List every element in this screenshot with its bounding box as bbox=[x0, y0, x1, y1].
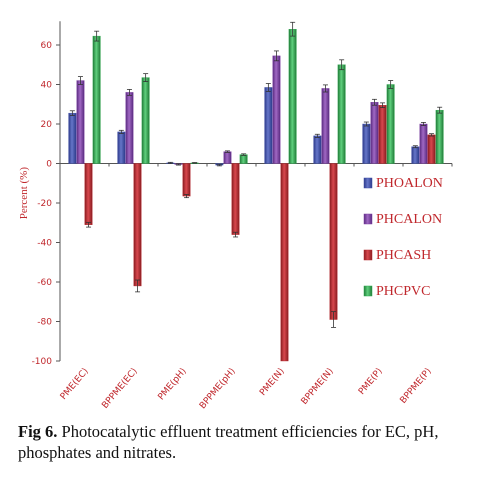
y-tick-label: 40 bbox=[41, 81, 53, 91]
legend-swatch-phoalon bbox=[363, 177, 373, 189]
legend-swatch-phcpvc bbox=[363, 285, 373, 297]
bar-phcash-0 bbox=[84, 163, 93, 225]
x-tick-label: BPPME(EC) bbox=[100, 367, 139, 411]
bar-phcash-1 bbox=[133, 163, 142, 287]
x-tick-label: BPPME(pH) bbox=[198, 367, 238, 412]
bar-phcash-6 bbox=[378, 105, 387, 164]
bar-phcash-4 bbox=[280, 163, 289, 362]
legend-swatch-phcash bbox=[363, 249, 373, 261]
y-tick-label: -80 bbox=[37, 318, 52, 328]
bar-phcalon-3 bbox=[223, 151, 232, 164]
bar-chart: 60 40 20 0 -20 -40 -60 -80 -100 Percent (%) PME(E… bbox=[18, 21, 453, 412]
bar-phcalon-0 bbox=[76, 80, 85, 164]
bar-phoalon-4 bbox=[264, 87, 273, 164]
x-tick-label: PME(EC) bbox=[59, 367, 91, 402]
caption-label: Fig 6. bbox=[18, 422, 58, 441]
bar-phoalon-1 bbox=[117, 131, 126, 164]
legend-label-phcash: PHCASH bbox=[376, 248, 431, 263]
bar-phoalon-5 bbox=[313, 135, 322, 164]
bar-phoalon-0 bbox=[68, 112, 77, 164]
bar-phcash-3 bbox=[231, 163, 240, 235]
y-tick-label: 20 bbox=[41, 120, 53, 130]
bar-phcash-2 bbox=[182, 163, 191, 197]
x-tick-label: PME(N) bbox=[258, 367, 287, 398]
bar-phoalon-7 bbox=[411, 146, 420, 164]
bar-phcalon-5 bbox=[321, 88, 330, 164]
x-tick-label: PME(P) bbox=[357, 367, 385, 397]
bar-phcalon-1 bbox=[125, 92, 134, 164]
legend-label-phcpvc: PHCPVC bbox=[376, 284, 430, 299]
bar-phcpvc-1 bbox=[141, 77, 150, 164]
y-tick-label: 60 bbox=[41, 41, 53, 51]
bar-phcpvc-6 bbox=[386, 84, 395, 164]
bar-phcpvc-7 bbox=[435, 109, 444, 164]
y-tick-label: -20 bbox=[37, 199, 52, 209]
figure-caption: Fig 6. Photocatalytic effluent treatment… bbox=[18, 421, 470, 463]
bar-phcpvc-3 bbox=[239, 154, 248, 164]
y-tick-label: -60 bbox=[37, 278, 52, 288]
bar-phcash-5 bbox=[329, 163, 338, 320]
bar-phcash-7 bbox=[427, 134, 436, 164]
bar-phcalon-4 bbox=[272, 55, 281, 164]
bar-phoalon-6 bbox=[362, 123, 371, 164]
bar-phcpvc-0 bbox=[92, 35, 101, 164]
legend-swatch-phcalon bbox=[363, 213, 373, 225]
bar-phcpvc-5 bbox=[337, 64, 346, 164]
y-tick-label: 0 bbox=[46, 160, 52, 170]
x-tick-label: BPPME(P) bbox=[399, 367, 434, 406]
x-tick-label: PME(pH) bbox=[156, 367, 188, 403]
y-tick-label: -100 bbox=[32, 357, 53, 367]
caption-text: Photocatalytic effluent treatment effici… bbox=[18, 422, 439, 462]
bar-phcpvc-4 bbox=[288, 29, 297, 164]
legend-label-phoalon: PHOALON bbox=[376, 176, 443, 191]
bar-phcalon-7 bbox=[419, 123, 428, 164]
bar-phcalon-6 bbox=[370, 102, 379, 164]
x-tick-label: BPPME(N) bbox=[300, 367, 336, 407]
y-tick-label: -40 bbox=[37, 239, 52, 249]
y-axis-label: Percent (%) bbox=[18, 167, 30, 220]
legend-label-phcalon: PHCALON bbox=[376, 212, 442, 227]
